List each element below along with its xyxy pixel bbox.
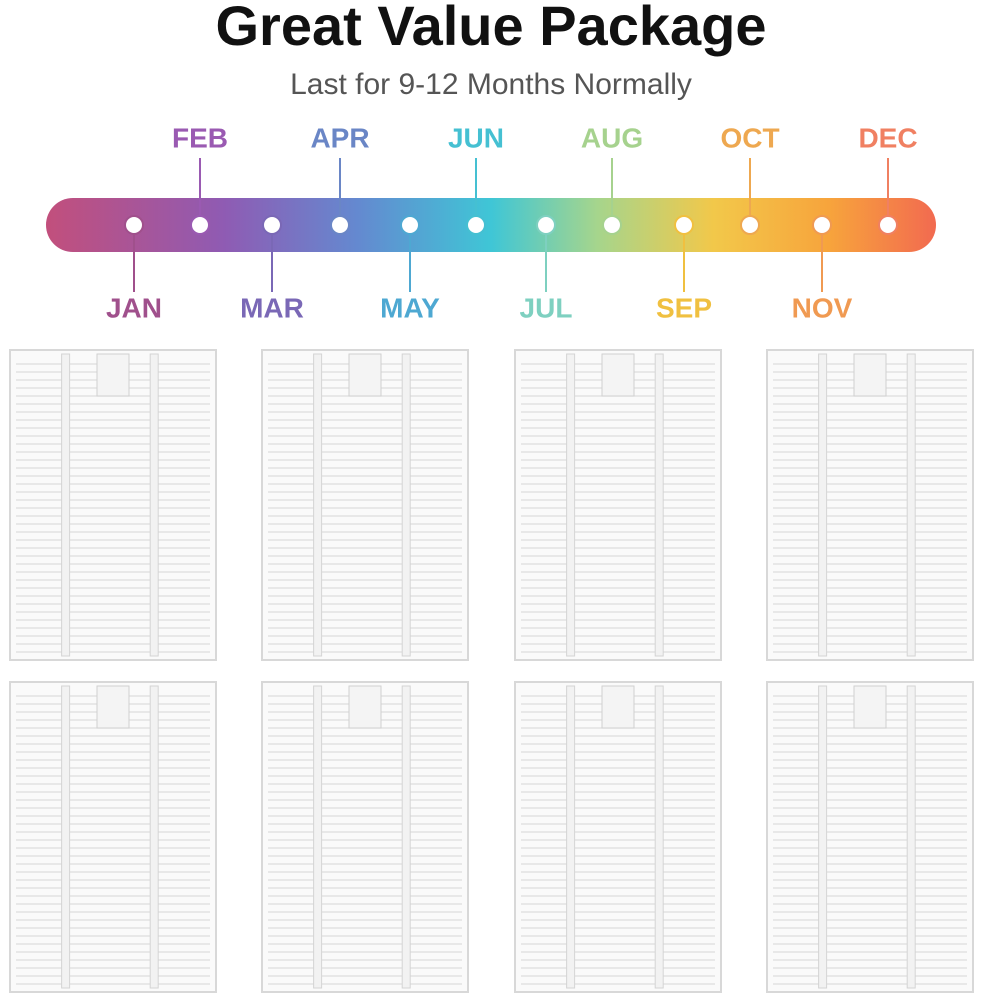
month-dot: [330, 215, 350, 235]
filter: [766, 681, 974, 993]
filter-tab: [601, 685, 635, 729]
filter-tab: [853, 353, 887, 397]
filter: [766, 349, 974, 661]
filter-rib: [906, 685, 916, 989]
filter-tab: [348, 685, 382, 729]
month-dot: [262, 215, 282, 235]
filter-rib: [61, 353, 71, 657]
month-label: APR: [310, 122, 369, 153]
filter-rib: [654, 353, 664, 657]
filter-rib: [149, 353, 159, 657]
month-dot: [740, 215, 760, 235]
filter: [261, 349, 469, 661]
filter-tab: [601, 353, 635, 397]
filter-rib: [61, 685, 71, 989]
filter-frame: [514, 349, 722, 661]
filter-frame: [261, 349, 469, 661]
filters: [9, 349, 974, 993]
filter-frame: [766, 681, 974, 993]
filter-tab: [348, 353, 382, 397]
timeline-bar: [46, 198, 936, 252]
filter: [9, 681, 217, 993]
month-dot: [400, 215, 420, 235]
month-dot: [878, 215, 898, 235]
filter: [514, 349, 722, 661]
month-dot: [812, 215, 832, 235]
filter-tab: [96, 685, 130, 729]
month-label: JUN: [448, 122, 504, 153]
month-label: DEC: [858, 122, 917, 153]
filter-rib: [401, 353, 411, 657]
filter-rib: [654, 685, 664, 989]
filter: [9, 349, 217, 661]
month-dot: [536, 215, 556, 235]
filter-rib: [818, 353, 828, 657]
month-label: OCT: [720, 122, 779, 153]
month-label: NOV: [792, 292, 853, 323]
filter-rib: [313, 685, 323, 989]
month-dot: [190, 215, 210, 235]
month-label: MAR: [240, 292, 304, 323]
filter-rib: [149, 685, 159, 989]
filter-rib: [566, 685, 576, 989]
filter-rib: [906, 353, 916, 657]
filter-rib: [818, 685, 828, 989]
month-label: FEB: [172, 122, 228, 153]
filter: [261, 681, 469, 993]
month-label: JAN: [106, 292, 162, 323]
month-dot: [466, 215, 486, 235]
subtitle: Last for 9-12 Months Normally: [290, 68, 692, 101]
filter-tab: [96, 353, 130, 397]
filter-frame: [261, 681, 469, 993]
filter: [514, 681, 722, 993]
month-label: AUG: [581, 122, 643, 153]
month-dot: [124, 215, 144, 235]
month-dot: [602, 215, 622, 235]
filter-frame: [9, 349, 217, 661]
filter-tab: [853, 685, 887, 729]
month-dot: [674, 215, 694, 235]
filter-rib: [313, 353, 323, 657]
months: JAN FEB MAR APR MAY JUN JUL AUG SEP OCT NOV DEC: [106, 122, 918, 323]
month-label: JUL: [520, 292, 573, 323]
filter-frame: [766, 349, 974, 661]
filter-rib: [566, 353, 576, 657]
month-label: MAY: [380, 292, 440, 323]
filter-rib: [401, 685, 411, 989]
filter-frame: [9, 681, 217, 993]
filter-frame: [514, 681, 722, 993]
month-label: SEP: [656, 292, 712, 323]
title: Great Value Package: [215, 0, 766, 57]
